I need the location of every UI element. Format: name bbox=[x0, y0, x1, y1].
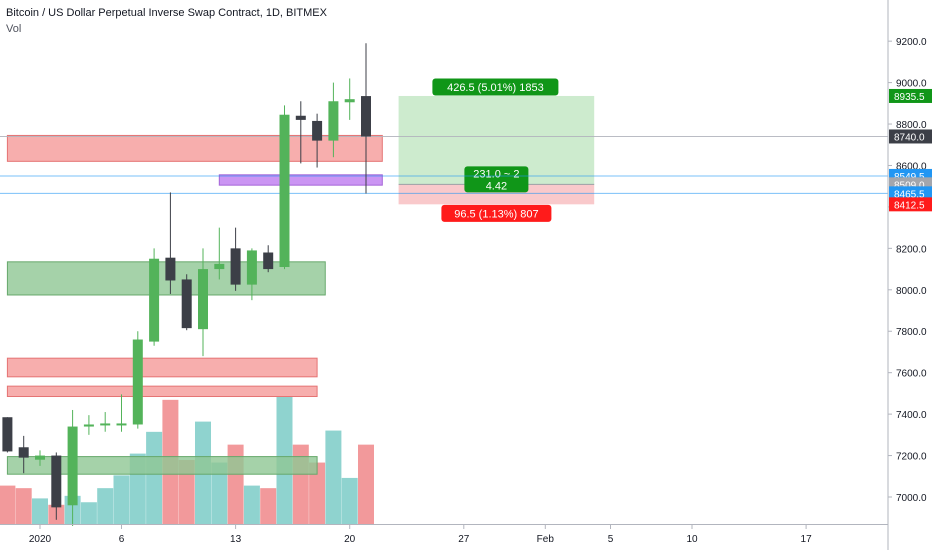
x-tick-label: 20 bbox=[344, 534, 356, 545]
target-label-text: 426.5 (5.01%) 1853 bbox=[447, 82, 544, 94]
price-tag-label: 8412.5 bbox=[894, 200, 925, 211]
candle-body bbox=[2, 417, 13, 452]
y-tick-label: 7800.0 bbox=[896, 327, 927, 338]
volume-bar bbox=[211, 462, 228, 524]
candles-layer bbox=[2, 43, 371, 527]
y-tick-label: 7200.0 bbox=[896, 452, 927, 463]
x-tick-label: 5 bbox=[608, 534, 614, 545]
candle-body bbox=[263, 252, 274, 270]
volume-bar bbox=[146, 431, 163, 524]
candle-body bbox=[246, 250, 257, 285]
price-tag-box bbox=[889, 186, 932, 201]
candle-body bbox=[165, 257, 176, 281]
y-tick-label: 8800.0 bbox=[896, 120, 927, 131]
volume-bar bbox=[178, 460, 195, 524]
volume-bar bbox=[97, 488, 114, 524]
candle-body bbox=[295, 115, 306, 120]
volume-bar bbox=[32, 498, 48, 524]
y-tick-label: 7400.0 bbox=[896, 410, 927, 421]
candle-body bbox=[279, 114, 290, 268]
candle-body bbox=[328, 101, 339, 141]
candle-body bbox=[344, 99, 355, 103]
red-zone bbox=[6, 134, 383, 162]
long-position-tool[interactable]: 426.5 (5.01%) 1853 231.0 ~ 24.42 96.5 (1.1… bbox=[398, 78, 595, 222]
x-tick-label: 27 bbox=[458, 534, 470, 545]
y-tick-label: 8600.0 bbox=[896, 161, 927, 172]
candle-body bbox=[214, 263, 225, 270]
price-tag-box bbox=[889, 129, 932, 144]
volume-indicator-label[interactable]: Vol bbox=[6, 23, 22, 35]
red-zone bbox=[6, 385, 318, 398]
price-tag-label: 8935.5 bbox=[894, 92, 925, 103]
chart-title: Bitcoin / US Dollar Perpetual Inverse Sw… bbox=[6, 7, 327, 19]
y-tick-label: 8000.0 bbox=[896, 286, 927, 297]
candle-body bbox=[132, 339, 143, 425]
volume-bar bbox=[243, 485, 260, 524]
x-tick-label: 13 bbox=[230, 534, 242, 545]
x-tick-label: 6 bbox=[119, 534, 125, 545]
y-tick-label: 8200.0 bbox=[896, 244, 927, 255]
price-tag-label: 8509.0 bbox=[894, 180, 925, 191]
x-tick-label: 17 bbox=[801, 534, 813, 545]
risk-reward-label-text: 4.42 bbox=[486, 180, 507, 192]
candle-body bbox=[51, 455, 62, 508]
volume-bar bbox=[15, 488, 32, 524]
y-tick-label: 7000.0 bbox=[896, 493, 927, 504]
volume-bar bbox=[260, 488, 277, 524]
volume-bar bbox=[358, 444, 374, 524]
x-tick-label: 2020 bbox=[29, 534, 52, 545]
volume-bar bbox=[0, 485, 16, 524]
stop-area bbox=[398, 184, 595, 205]
risk-reward-label-box bbox=[464, 166, 529, 193]
volume-bar bbox=[80, 502, 97, 524]
purple-zone bbox=[218, 174, 383, 186]
horizontal-lines bbox=[0, 135, 888, 194]
target-label-box bbox=[432, 78, 559, 96]
volume-bar bbox=[113, 475, 130, 524]
volume-bar bbox=[309, 462, 326, 524]
zones-layer bbox=[6, 134, 383, 475]
candle-body bbox=[83, 424, 94, 427]
price-tag-box bbox=[889, 197, 932, 212]
candle-body bbox=[116, 423, 127, 426]
candle-body bbox=[149, 258, 160, 342]
risk-reward-label-text: 231.0 ~ 2 bbox=[473, 168, 519, 180]
candle-body bbox=[67, 426, 78, 506]
candle-body bbox=[100, 423, 111, 426]
y-tick-label: 7600.0 bbox=[896, 369, 927, 380]
y-tick-label: 9000.0 bbox=[896, 79, 927, 90]
price-tag-label: 8740.0 bbox=[894, 132, 925, 143]
candle-body bbox=[198, 269, 208, 330]
x-tick-label: 10 bbox=[686, 534, 698, 545]
price-tag-box bbox=[889, 88, 932, 103]
price-tag-label: 8465.5 bbox=[894, 189, 925, 200]
stop-label-box bbox=[441, 204, 552, 222]
red-zone bbox=[6, 357, 318, 378]
candle-body bbox=[35, 455, 45, 460]
green-zone bbox=[6, 456, 318, 475]
volume-bar bbox=[325, 430, 342, 524]
volume-bar bbox=[341, 477, 358, 524]
candle-body bbox=[181, 279, 192, 329]
stop-label-text: 96.5 (1.13%) 807 bbox=[454, 208, 538, 220]
x-tick-label: Feb bbox=[537, 534, 555, 545]
y-tick-label: 9200.0 bbox=[896, 37, 927, 48]
candle-body bbox=[18, 447, 29, 458]
candle-body bbox=[312, 120, 323, 141]
candle-body bbox=[230, 248, 241, 285]
candle-body bbox=[361, 96, 371, 137]
